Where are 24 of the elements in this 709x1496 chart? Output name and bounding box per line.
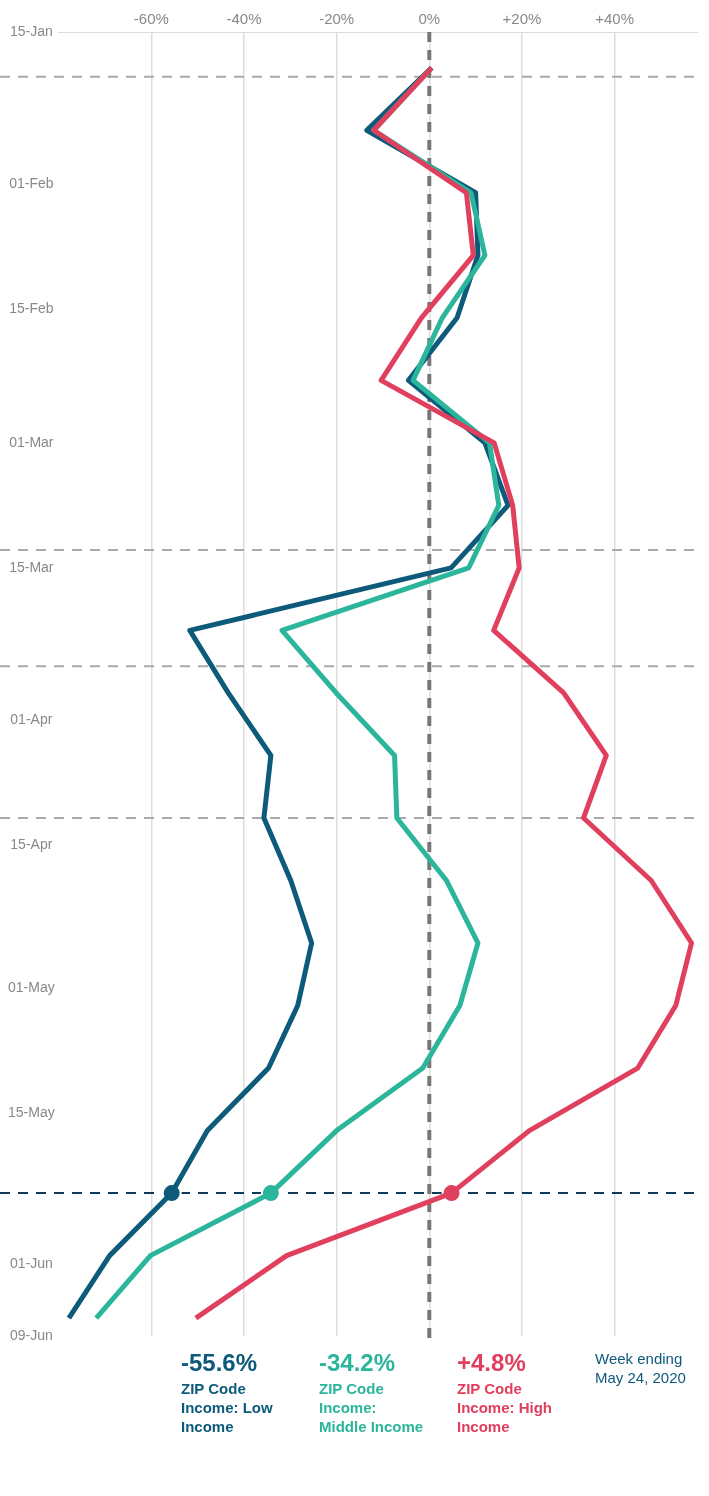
y-tick-label: 01-Feb bbox=[9, 174, 54, 191]
text: ZIP Code Income: Low Income bbox=[181, 1379, 273, 1435]
y-tick-label: 01-May bbox=[8, 978, 55, 995]
y-tick-label: 01-Apr bbox=[10, 710, 53, 727]
x-tick-label: -40% bbox=[226, 10, 262, 28]
y-tick-label: 15-May bbox=[8, 1103, 55, 1120]
text: -34.2% bbox=[319, 1348, 396, 1376]
y-tick-label: 01-Jun bbox=[9, 1255, 53, 1272]
x-tick-label: 0% bbox=[418, 10, 441, 28]
y-tick-label: 01-Mar bbox=[9, 433, 54, 450]
x-tick-label: -60% bbox=[133, 10, 169, 28]
text: +4.8% bbox=[457, 1348, 526, 1376]
y-tick-label: 09-Jun bbox=[9, 1326, 53, 1343]
text: ZIP Code Income: High Income bbox=[457, 1379, 553, 1435]
x-tick-label: +40% bbox=[595, 10, 635, 28]
x-tick-label: -20% bbox=[319, 10, 355, 28]
y-tick-label: 15-Feb bbox=[9, 299, 54, 316]
y-tick-label: 15-Jan bbox=[9, 22, 53, 39]
y-tick-label: 15-Mar bbox=[9, 558, 54, 575]
text: ZIP Code Income: Middle Income bbox=[319, 1379, 424, 1435]
text: -55.6% bbox=[181, 1348, 258, 1376]
y-tick-label: 15-Apr bbox=[10, 835, 53, 852]
text: Week ending May 24, 2020 bbox=[595, 1349, 686, 1386]
x-tick-label: +20% bbox=[502, 10, 542, 28]
